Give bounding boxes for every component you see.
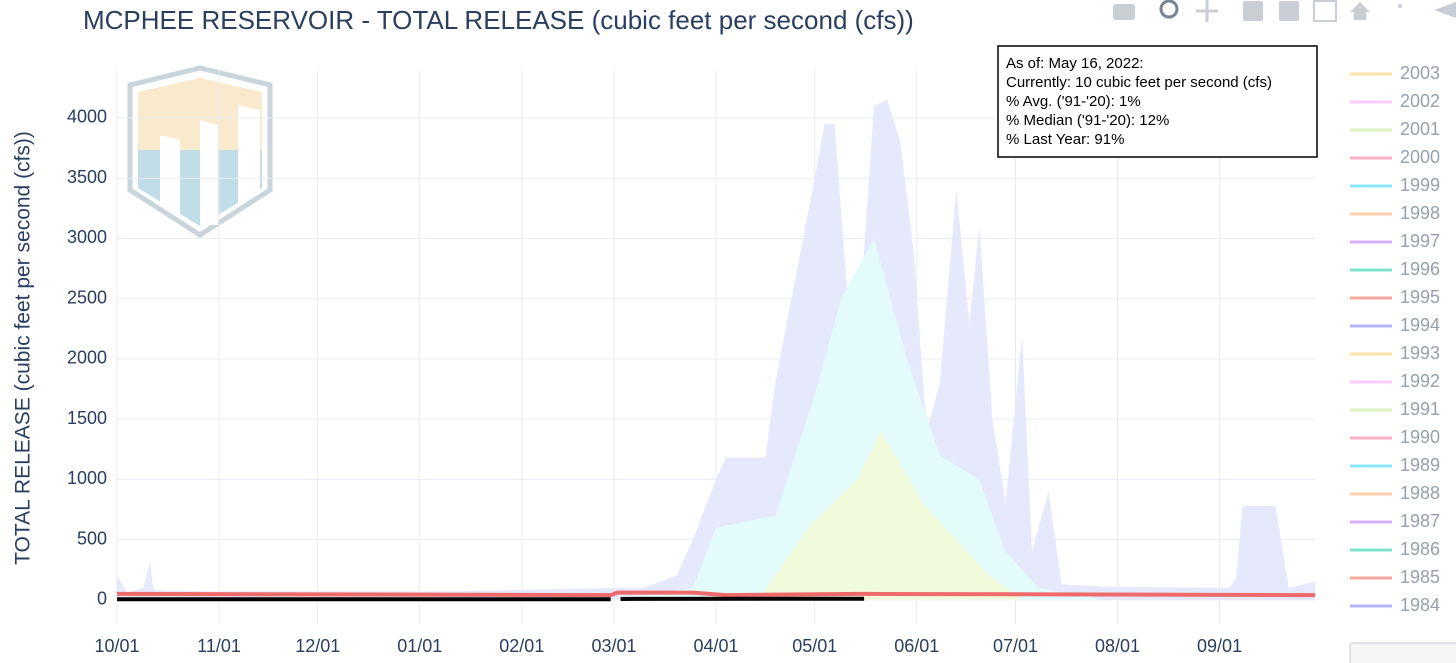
y-tick-label: 500 — [77, 528, 107, 548]
chart-title: MCPHEE RESERVOIR - TOTAL RELEASE (cubic … — [83, 5, 914, 35]
reset-button[interactable] — [1350, 2, 1370, 20]
legend-label: 1989 — [1400, 455, 1440, 475]
y-tick-label: 0 — [97, 589, 107, 609]
y-tick-label: 1000 — [67, 468, 107, 488]
y-axis-title: TOTAL RELEASE (cubic feet per second (cf… — [12, 131, 35, 565]
x-tick-label: 02/01 — [499, 636, 544, 656]
plot-area — [116, 99, 1316, 602]
legend-label: 1995 — [1400, 287, 1440, 307]
x-tick-label: 12/01 — [295, 636, 340, 656]
annotation-line: Currently: 10 cubic feet per second (cfs… — [1006, 74, 1272, 91]
legend-label: 1999 — [1400, 175, 1440, 195]
x-tick-label: 07/01 — [993, 636, 1038, 656]
logo — [127, 65, 273, 238]
legend-label: 1993 — [1400, 343, 1440, 363]
x-tick-label: 11/01 — [197, 636, 241, 656]
zoom-in-button[interactable] — [1243, 1, 1263, 21]
autoscale-button[interactable] — [1313, 0, 1337, 22]
legend-label: 1997 — [1400, 231, 1440, 251]
x-tick-label: 04/01 — [693, 636, 738, 656]
legend-label: 1992 — [1400, 371, 1440, 391]
legend-label: 1994 — [1400, 315, 1440, 335]
legend-label: 2001 — [1400, 119, 1440, 139]
y-tick-label: 4000 — [67, 107, 107, 127]
zoom-out-button[interactable] — [1279, 1, 1299, 21]
x-tick-label: 05/01 — [792, 636, 837, 656]
axes: 0 500 1000 1500 2000 2500 3000 3500 4000 10/01 11/… — [67, 107, 1242, 656]
annotation: As of: May 16, 2022: Currently: 10 cubic … — [997, 45, 1318, 158]
scale-button[interactable] — [1349, 642, 1456, 663]
legend-label: 2000 — [1400, 147, 1440, 167]
annotation-line: % Median ('91-'20): 12% — [1006, 112, 1169, 129]
y-tick-label: 3000 — [67, 227, 107, 247]
line — [117, 596, 865, 602]
legend: 2003 2002 2001 2000 1999 1998 1997 1996 1995 1994… — [1350, 63, 1440, 615]
legend-label: 1988 — [1400, 483, 1440, 503]
pan-button[interactable] — [1196, 0, 1218, 22]
legend-label: 2003 — [1400, 63, 1440, 83]
annotation-line: % Last Year: 91% — [1006, 131, 1124, 148]
x-tick-label: 03/01 — [591, 636, 636, 656]
camera-button[interactable] — [1113, 4, 1135, 20]
legend-label: 1987 — [1400, 511, 1440, 531]
line — [116, 590, 1316, 598]
area — [610, 238, 1105, 600]
hover-button[interactable] — [1434, 2, 1456, 18]
area — [117, 99, 1315, 600]
legend-label: 1991 — [1400, 399, 1440, 419]
x-tick-label: 08/01 — [1095, 636, 1140, 656]
y-tick-label: 3500 — [67, 167, 107, 187]
x-tick-label: 10/01 — [94, 636, 139, 656]
y-tick-label: 2500 — [67, 287, 107, 307]
y-tick-label: 2000 — [67, 348, 107, 368]
legend-label: 2002 — [1400, 91, 1440, 111]
annotation-box — [997, 45, 1318, 158]
legend-label: 1990 — [1400, 427, 1440, 447]
area — [758, 431, 1023, 600]
legend-label: 1986 — [1400, 539, 1440, 559]
legend-label: 1996 — [1400, 259, 1440, 279]
x-tick-label: 06/01 — [894, 636, 939, 656]
x-tick-label: 09/01 — [1197, 636, 1242, 656]
legend-label: 1984 — [1400, 595, 1440, 615]
legend-label: 1998 — [1400, 203, 1440, 223]
y-tick-label: 1500 — [67, 408, 107, 428]
annotation-line: As of: May 16, 2022: — [1006, 55, 1144, 72]
spike-button[interactable] — [1398, 4, 1402, 8]
toolbar[interactable] — [1113, 0, 1456, 22]
zoom-button[interactable] — [1159, 0, 1179, 19]
legend-label: 1985 — [1400, 567, 1440, 587]
x-tick-label: 01/01 — [397, 636, 442, 656]
annotation-line: % Avg. ('91-'20): 1% — [1006, 93, 1141, 110]
